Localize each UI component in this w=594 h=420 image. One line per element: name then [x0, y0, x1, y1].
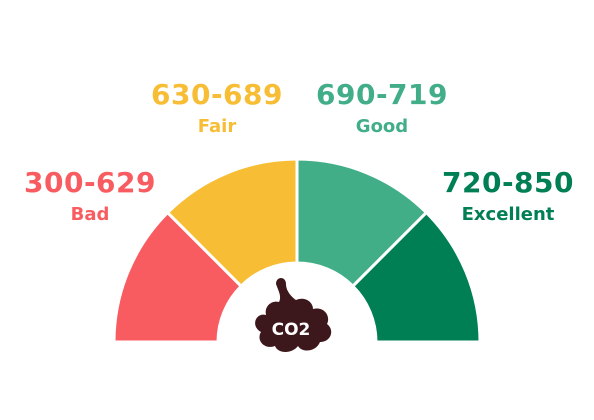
- band-name-good: Good: [355, 116, 409, 137]
- band-range-bad: 300-629: [23, 166, 157, 199]
- band-range-excellent: 720-850: [441, 166, 575, 199]
- band-label-good: 690-719 Good: [316, 79, 448, 138]
- band-name-excellent: Excellent: [461, 204, 555, 225]
- band-label-bad: 300-629 Bad: [24, 167, 156, 226]
- co2-text: CO2: [272, 320, 311, 340]
- band-name-bad: Bad: [70, 204, 110, 225]
- band-label-excellent: 720-850 Excellent: [442, 167, 574, 226]
- band-range-good: 690-719: [315, 78, 449, 111]
- co2-cloud-icon: CO2: [255, 278, 332, 352]
- co2-cloud-shape: [255, 278, 332, 352]
- gauge-segment-excellent: [351, 211, 482, 344]
- band-name-fair: Fair: [197, 116, 237, 137]
- band-label-fair: 630-689 Fair: [151, 79, 283, 138]
- band-range-fair: 630-689: [150, 78, 284, 111]
